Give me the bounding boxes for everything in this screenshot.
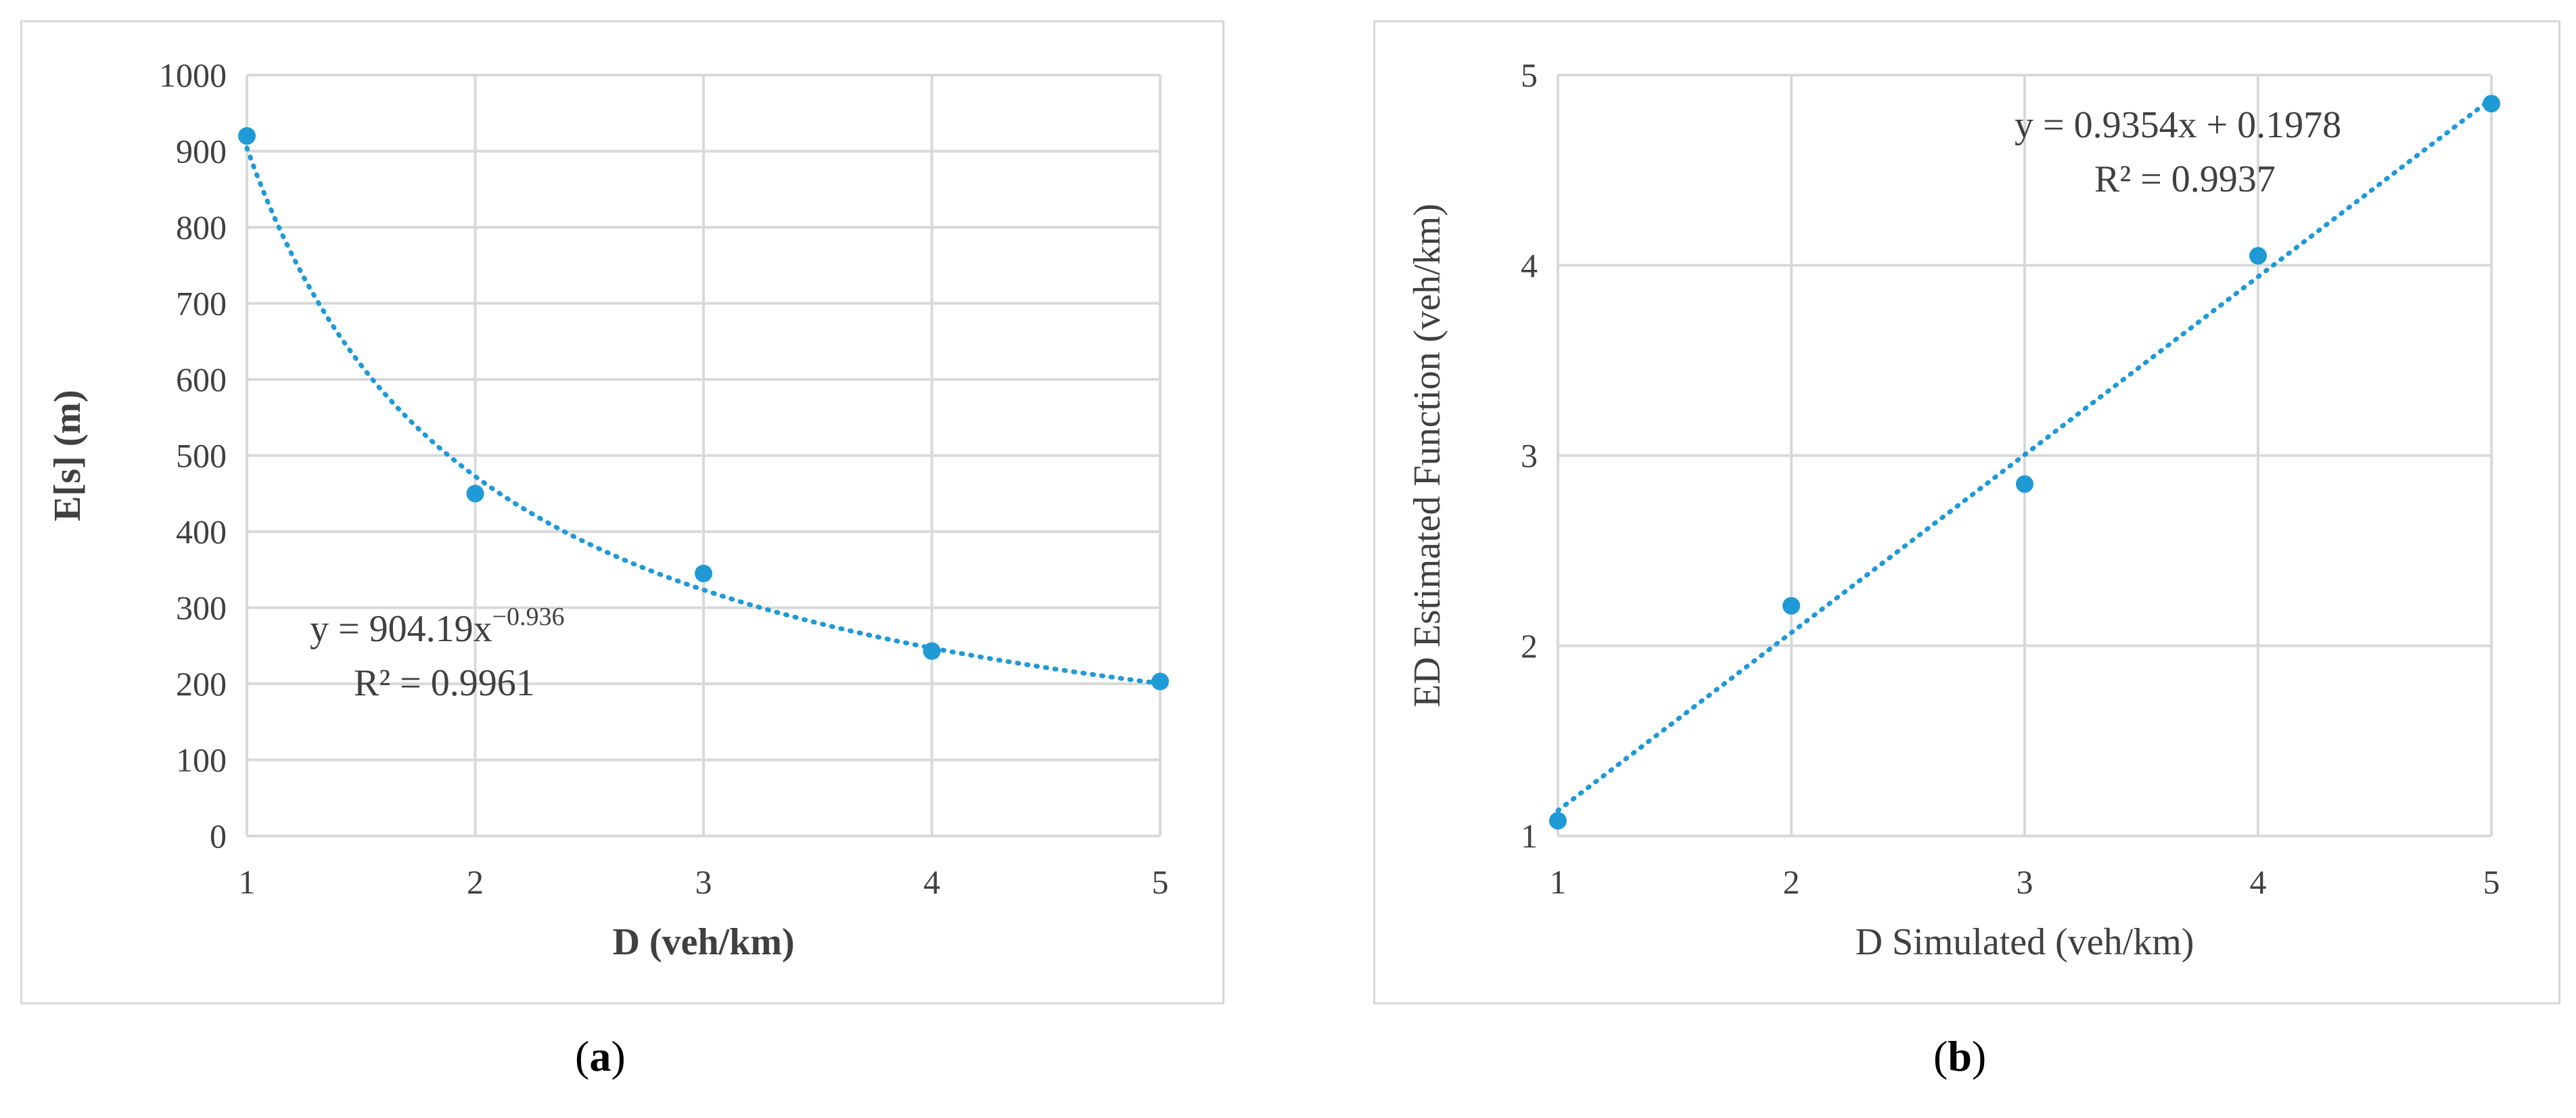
chart-a-ytick-label-3: 300 (176, 589, 227, 627)
chart-b-xtick-label-4: 5 (2483, 863, 2500, 901)
chart-b-point-2 (1782, 597, 1800, 615)
chart-panel-b: 1 2 3 4 5 1 2 3 4 5 D Simulated (veh/km) ED Estimat… (1373, 20, 2560, 1004)
chart-a-ytick-label-1: 100 (176, 741, 227, 779)
chart-a-ytick-label-7: 700 (176, 285, 227, 323)
chart-a-ytick-label-8: 800 (176, 208, 227, 246)
chart-a-xtick-label-2: 3 (695, 863, 712, 901)
chart-b-xtick-label-2: 3 (2017, 863, 2033, 901)
chart-a-xtick-label-1: 2 (467, 863, 484, 901)
chart-a-trend-equation: y = 904.19x−0.936 (310, 603, 565, 650)
chart-a-xtick-label-0: 1 (239, 863, 256, 901)
chart-b-point-4 (2249, 247, 2267, 265)
chart-b-y-axis-label: ED Estimated Function (veh/km) (1406, 204, 1448, 707)
chart-b-xtick-label-1: 2 (1783, 863, 1800, 901)
chart-a-ytick-label-6: 600 (176, 360, 227, 398)
chart-a-point-1 (238, 127, 256, 145)
chart-b-ytick-label-3: 4 (1521, 246, 1538, 284)
chart-b-ytick-label-0: 1 (1521, 817, 1538, 855)
chart-a-point-5 (1151, 672, 1169, 691)
chart-b-xtick-label-0: 1 (1550, 863, 1567, 901)
chart-a-xtick-label-4: 5 (1152, 863, 1169, 901)
chart-a-ytick-label-4: 400 (176, 513, 227, 551)
chart-a-point-3 (695, 564, 712, 582)
chart-a-point-4 (923, 642, 941, 660)
chart-a-trendline (244, 145, 1163, 686)
chart-b-trendline (1555, 96, 2494, 813)
chart-a-point-2 (466, 484, 484, 503)
caption-b: (b) (1933, 1032, 1987, 1080)
chart-a-r-squared: R² = 0.9961 (354, 662, 535, 704)
chart-b-ytick-label-2: 3 (1521, 437, 1538, 475)
chart-a-ytick-label-10: 1000 (159, 56, 227, 94)
chart-a-x-axis-label: D (veh/km) (612, 921, 794, 963)
chart-b-svg: 1 2 3 4 5 1 2 3 4 5 D Simulated (veh/km) ED Estimat… (1406, 56, 2500, 963)
chart-panel-a: 0 100 200 300 400 500 600 700 800 900 1000 1 2 3 4 5 D (… (20, 20, 1224, 1004)
chart-b-r-squared: R² = 0.9937 (2094, 158, 2276, 200)
chart-a-ytick-label-2: 200 (176, 665, 227, 703)
chart-b-ytick-label-1: 2 (1521, 627, 1538, 665)
chart-a-y-axis-label: E[s] (m) (47, 390, 89, 521)
chart-b-ytick-label-4: 5 (1521, 56, 1538, 94)
chart-b-x-axis-label: D Simulated (veh/km) (1856, 921, 2194, 963)
chart-b-xtick-label-3: 4 (2250, 863, 2267, 901)
caption-a: (a) (575, 1032, 626, 1080)
chart-a-ytick-label-9: 900 (176, 133, 227, 170)
chart-b-point-1 (1549, 812, 1567, 830)
chart-a-ytick-label-5: 500 (176, 437, 227, 475)
chart-b-point-5 (2483, 95, 2500, 113)
chart-b-point-3 (2016, 475, 2033, 493)
chart-a-svg: 0 100 200 300 400 500 600 700 800 900 1000 1 2 3 4 5 D (… (47, 56, 1169, 963)
chart-b-trend-equation: y = 0.9354x + 0.1978 (2015, 104, 2341, 146)
chart-a-ytick-label-0: 0 (210, 817, 227, 855)
chart-a-xtick-label-3: 4 (923, 863, 940, 901)
